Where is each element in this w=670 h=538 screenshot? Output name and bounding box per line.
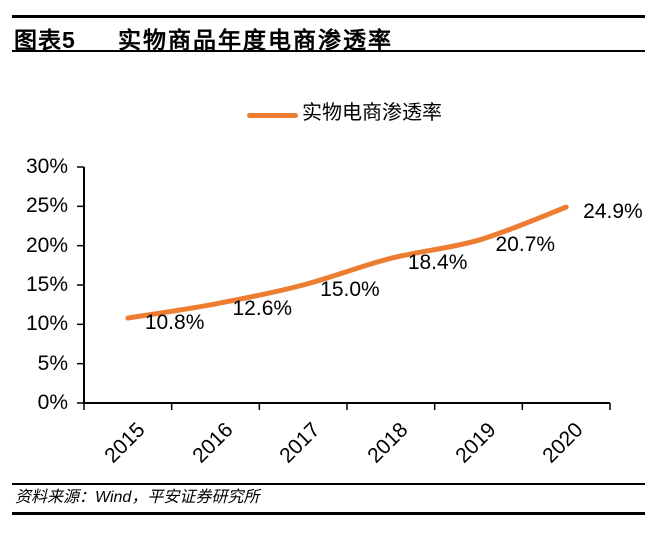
- y-axis-tick-label: 20%: [25, 233, 68, 257]
- figure-title: 实物商品年度电商渗透率: [118, 27, 393, 53]
- legend-label: 实物电商渗透率: [302, 102, 442, 124]
- footer-bottom-rule: [12, 512, 645, 515]
- source-note: 资料来源：Wind，平安证券研究所: [15, 489, 260, 506]
- data-point-label: 12.6%: [232, 296, 293, 320]
- data-point-label: 15.0%: [320, 278, 380, 301]
- data-point-label: 18.4%: [407, 251, 468, 275]
- title-divider-rule: [12, 50, 645, 52]
- y-axis-tick-label: 25%: [25, 194, 68, 218]
- y-axis-tick-label: 15%: [25, 273, 68, 296]
- figure-number-label: 图表5: [14, 27, 76, 53]
- y-axis-tick-label: 10%: [25, 312, 68, 336]
- y-axis-tick-label: 5%: [37, 351, 68, 375]
- data-point-label: 10.8%: [144, 311, 205, 335]
- legend-line-swatch: [247, 113, 298, 118]
- data-point-label: 24.9%: [583, 200, 643, 224]
- footer-top-rule: [12, 483, 645, 485]
- y-axis-tick-label: 30%: [25, 155, 68, 178]
- series-line: [125, 204, 569, 321]
- top-rule: [12, 15, 645, 18]
- data-point-label: 20.7%: [495, 233, 556, 257]
- y-axis-tick-label: 0%: [37, 391, 68, 414]
